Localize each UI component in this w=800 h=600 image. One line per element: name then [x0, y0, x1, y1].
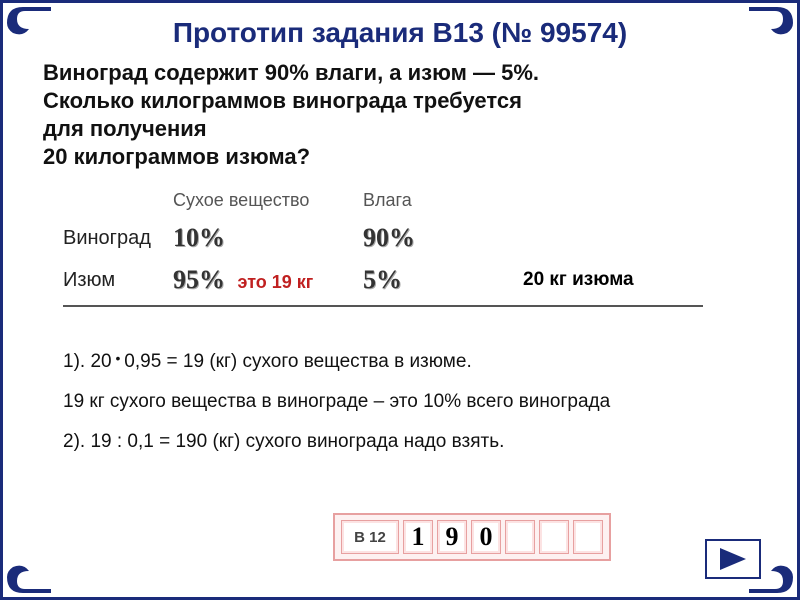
answer-digit-1[interactable]: 1 [403, 520, 433, 554]
row-label-grape: Виноград [63, 227, 173, 250]
arrow-right-icon [718, 546, 748, 572]
val-95: 95% [173, 265, 225, 294]
cell-raisin-dry: 95% это 19 кг [173, 265, 363, 295]
row-label-raisin: Изюм [63, 269, 173, 292]
step-1: 1). 20 • 0,95 = 19 (кг) сухого вещества … [63, 351, 610, 373]
problem-line: для получения [43, 116, 207, 141]
corner-decor [7, 7, 51, 51]
answer-digit-2[interactable]: 9 [437, 520, 467, 554]
cell-grape-dry: 10% [173, 223, 363, 253]
step1-lhs: 1). 20 [63, 351, 112, 372]
col-header-dry: Сухое вещество [173, 190, 363, 211]
problem-text: Виноград содержит 90% влаги, а изюм — 5%… [3, 55, 797, 172]
cell-grape-wet: 90% [363, 223, 523, 253]
answer-digit-4[interactable] [505, 520, 535, 554]
data-table: Сухое вещество Влага Виноград 10% 90% Из… [63, 185, 703, 307]
answer-box: B 12 1 9 0 [333, 513, 611, 561]
problem-line: Виноград содержит 90% влаги, а изюм — 5%… [43, 60, 539, 85]
corner-decor [7, 549, 51, 593]
cell-raisin-wet: 5% [363, 265, 523, 295]
answer-digit-5[interactable] [539, 520, 569, 554]
page-title: Прототип задания B13 (№ 99574) [3, 3, 797, 55]
solution-steps: 1). 20 • 0,95 = 19 (кг) сухого вещества … [63, 351, 610, 471]
corner-decor [749, 7, 793, 51]
answer-digit-3[interactable]: 0 [471, 520, 501, 554]
next-button[interactable] [705, 539, 761, 579]
step-3: 2). 19 : 0,1 = 190 (кг) сухого винограда… [63, 431, 610, 453]
answer-digit-6[interactable] [573, 520, 603, 554]
col-header-wet: Влага [363, 190, 523, 211]
slide-frame: Прототип задания B13 (№ 99574) Виноград … [0, 0, 800, 600]
cell-raisin-total: 20 кг изюма [523, 269, 683, 291]
note-19kg: это 19 кг [238, 272, 314, 292]
step1-rhs: 0,95 = 19 (кг) сухого вещества в изюме. [124, 351, 471, 372]
answer-label[interactable]: B 12 [341, 520, 399, 554]
mult-dot: • [112, 350, 125, 366]
problem-line: Сколько килограммов винограда требуется [43, 88, 522, 113]
step-2: 19 кг сухого вещества в винограде – это … [63, 391, 610, 413]
problem-line: 20 килограммов изюма? [43, 144, 310, 169]
